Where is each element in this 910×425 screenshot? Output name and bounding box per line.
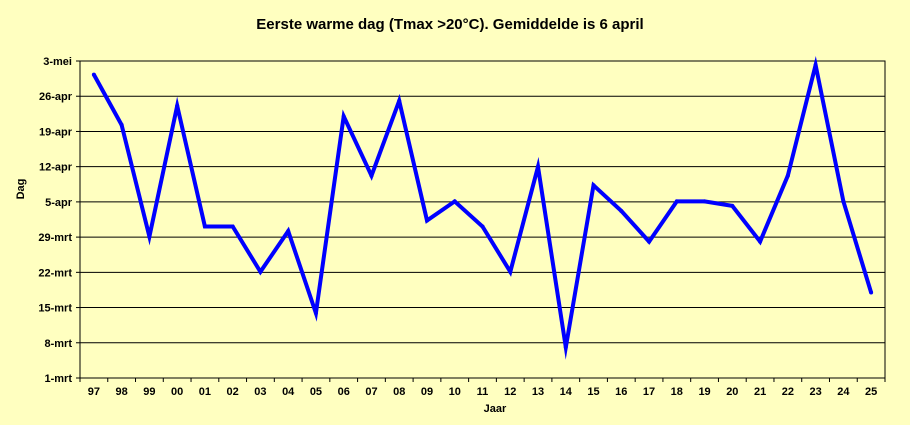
data-point — [563, 345, 568, 350]
data-point — [674, 199, 679, 204]
y-tick-label: 19-apr — [39, 126, 73, 138]
x-tick-label: 21 — [754, 386, 766, 398]
x-tick-label: 98 — [116, 386, 128, 398]
y-tick-label: 26-apr — [39, 91, 73, 103]
data-point — [841, 199, 846, 204]
x-tick-label: 16 — [615, 386, 627, 398]
data-point — [647, 239, 652, 244]
data-point — [258, 269, 263, 274]
y-tick-label: 3-mei — [43, 56, 72, 68]
x-tick-label: 11 — [477, 386, 489, 398]
data-point — [175, 103, 180, 108]
x-tick-label: 15 — [587, 386, 599, 398]
data-point — [536, 164, 541, 169]
y-tick-label: 22-mrt — [38, 267, 72, 279]
y-tick-label: 15-mrt — [38, 303, 72, 315]
x-axis: 97 98 99 00 01 02 03 04 05 06 07 08 09 10 11 12 13 14 15 16… — [79, 378, 886, 398]
chart-title: Eerste warme dag (Tmax >20°C). Gemiddeld… — [256, 16, 643, 33]
y-tick-label: 8-mrt — [44, 338, 72, 350]
x-tick-label: 04 — [282, 386, 295, 398]
data-point — [230, 224, 235, 229]
y-tick-label: 12-apr — [39, 162, 73, 174]
data-point — [341, 114, 346, 119]
x-tick-label: 13 — [532, 386, 544, 398]
x-tick-label: 22 — [782, 386, 794, 398]
data-point — [619, 208, 624, 213]
data-point — [758, 239, 763, 244]
data-point — [369, 173, 374, 178]
data-point — [286, 229, 291, 234]
data-point — [702, 199, 707, 204]
x-tick-label: 19 — [698, 386, 710, 398]
data-point — [397, 98, 402, 103]
x-tick-label: 25 — [865, 386, 877, 398]
x-tick-label: 12 — [504, 386, 516, 398]
x-tick-label: 01 — [199, 386, 211, 398]
gridlines — [80, 60, 885, 344]
data-point — [119, 122, 124, 127]
x-tick-label: 00 — [171, 386, 183, 398]
x-tick-label: 09 — [421, 386, 433, 398]
x-tick-label: 02 — [227, 386, 239, 398]
data-point — [91, 72, 96, 77]
x-tick-label: 05 — [310, 386, 322, 398]
data-point — [869, 290, 874, 295]
data-point — [147, 234, 152, 239]
data-point — [785, 173, 790, 178]
x-tick-label: 07 — [365, 386, 377, 398]
x-tick-label: 10 — [449, 386, 461, 398]
data-point — [424, 218, 429, 223]
series-group — [91, 55, 874, 360]
data-point — [508, 269, 513, 274]
data-point — [730, 203, 735, 208]
data-point — [591, 183, 596, 188]
x-tick-label: 17 — [643, 386, 655, 398]
data-point — [452, 199, 457, 204]
x-tick-label: 24 — [837, 386, 850, 398]
x-axis-title: Jaar — [484, 403, 507, 415]
y-axis-title: Dag — [15, 179, 27, 200]
data-point — [813, 63, 818, 68]
data-point — [202, 224, 207, 229]
x-tick-label: 14 — [560, 386, 573, 398]
x-tick-label: 20 — [726, 386, 738, 398]
data-point — [313, 311, 318, 316]
y-axis: 1-mrt 8-mrt 15-mrt 22-mrt 29-mrt 5-apr 12-apr 1… — [38, 56, 80, 385]
x-tick-label: 06 — [338, 386, 350, 398]
y-tick-label: 29-mrt — [38, 232, 72, 244]
x-tick-label: 08 — [393, 386, 405, 398]
x-tick-label: 99 — [143, 386, 155, 398]
x-tick-label: 23 — [809, 386, 821, 398]
y-tick-label: 1-mrt — [44, 373, 72, 385]
data-point — [480, 224, 485, 229]
x-tick-label: 97 — [88, 386, 100, 398]
x-tick-label: 18 — [671, 386, 683, 398]
x-tick-label: 03 — [254, 386, 266, 398]
plot-area — [79, 60, 886, 379]
y-tick-label: 5-apr — [45, 197, 73, 209]
